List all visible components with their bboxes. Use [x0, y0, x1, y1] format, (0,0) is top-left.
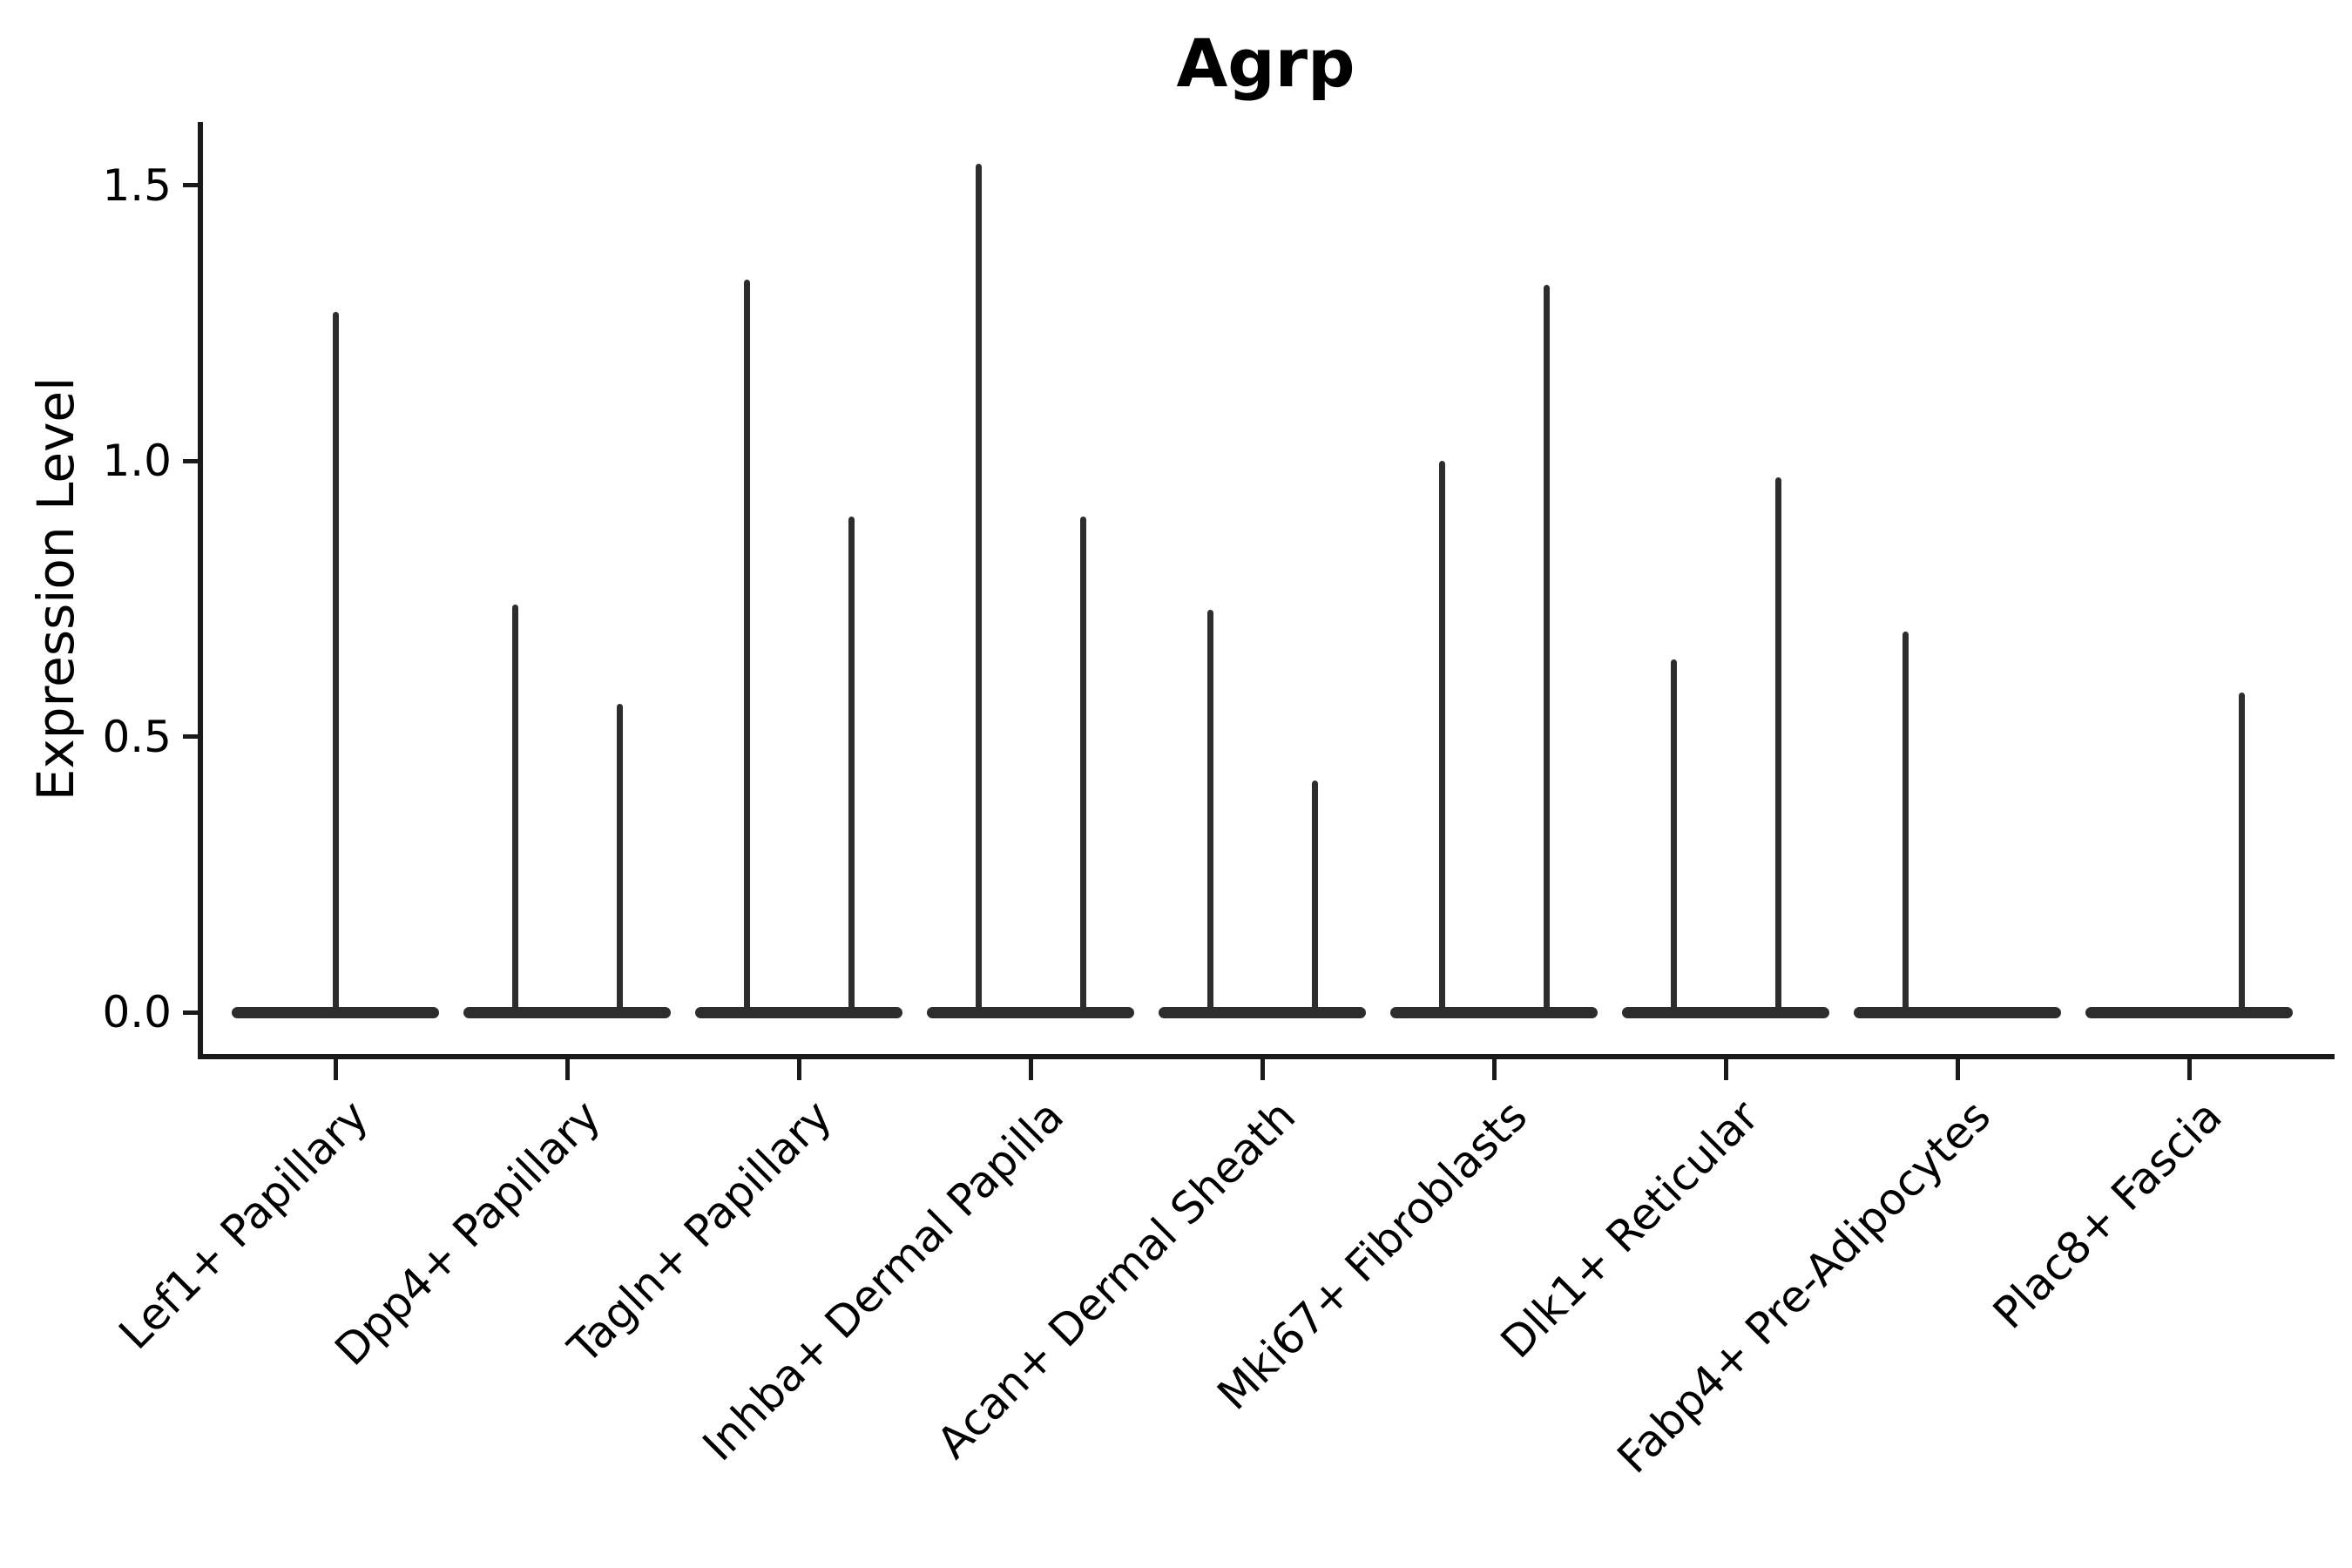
violin-base: [927, 1006, 1134, 1018]
violin-spike: [1438, 461, 1445, 1012]
x-tick-mark: [564, 1057, 570, 1080]
y-tick-mark: [183, 183, 198, 188]
x-tick-mark: [1491, 1057, 1497, 1080]
y-tick-label: 1.5: [102, 159, 172, 211]
x-tick-mark: [2186, 1057, 2192, 1080]
violin-base: [463, 1006, 671, 1018]
violin-base: [2085, 1006, 2293, 1018]
violin-base: [1854, 1006, 2061, 1018]
violin-spike: [511, 604, 518, 1012]
x-tick-mark: [333, 1057, 338, 1080]
y-tick-label: 1.0: [102, 436, 172, 487]
x-tick-label: Plac8+ Fascia: [1984, 1091, 2233, 1339]
x-tick-label: Lef1+ Papillary: [109, 1091, 379, 1360]
violin-spike: [332, 312, 339, 1012]
violin-spike: [1774, 477, 1781, 1012]
x-tick-mark: [1028, 1057, 1033, 1080]
violin-spike: [975, 163, 982, 1012]
violin-spike: [1902, 632, 1909, 1012]
x-tick-label: Fabp4+ Pre-Adipocytes: [1607, 1091, 2001, 1484]
x-tick-mark: [1955, 1057, 1960, 1080]
violin-base: [232, 1006, 439, 1018]
y-tick-mark: [183, 734, 198, 740]
x-tick-mark: [1723, 1057, 1728, 1080]
violin-spike: [1311, 781, 1318, 1012]
violin-spike: [1079, 516, 1086, 1012]
violin-base: [1390, 1006, 1598, 1018]
violin-spike: [616, 703, 623, 1012]
violin-spike: [2238, 693, 2245, 1012]
violin-base: [695, 1006, 902, 1018]
y-tick-mark: [183, 458, 198, 463]
violin-base: [1159, 1006, 1366, 1018]
y-tick-label: 0.0: [102, 987, 172, 1037]
violin-spike: [743, 279, 750, 1012]
violin-spike: [1670, 659, 1677, 1012]
x-axis-spine: [198, 1054, 2335, 1059]
x-tick-mark: [1260, 1057, 1265, 1080]
violin-base: [1622, 1006, 1829, 1018]
violin-spike: [1543, 284, 1550, 1012]
x-tick-label: Dlk1+ Reticular: [1490, 1091, 1769, 1369]
y-tick-label: 0.5: [102, 711, 172, 762]
y-axis-spine: [198, 122, 203, 1059]
y-tick-mark: [183, 1010, 198, 1015]
chart-title: Agrp: [1176, 24, 1355, 102]
violin-spike: [848, 516, 855, 1012]
x-tick-mark: [796, 1057, 801, 1080]
violin-spike: [1206, 610, 1213, 1012]
